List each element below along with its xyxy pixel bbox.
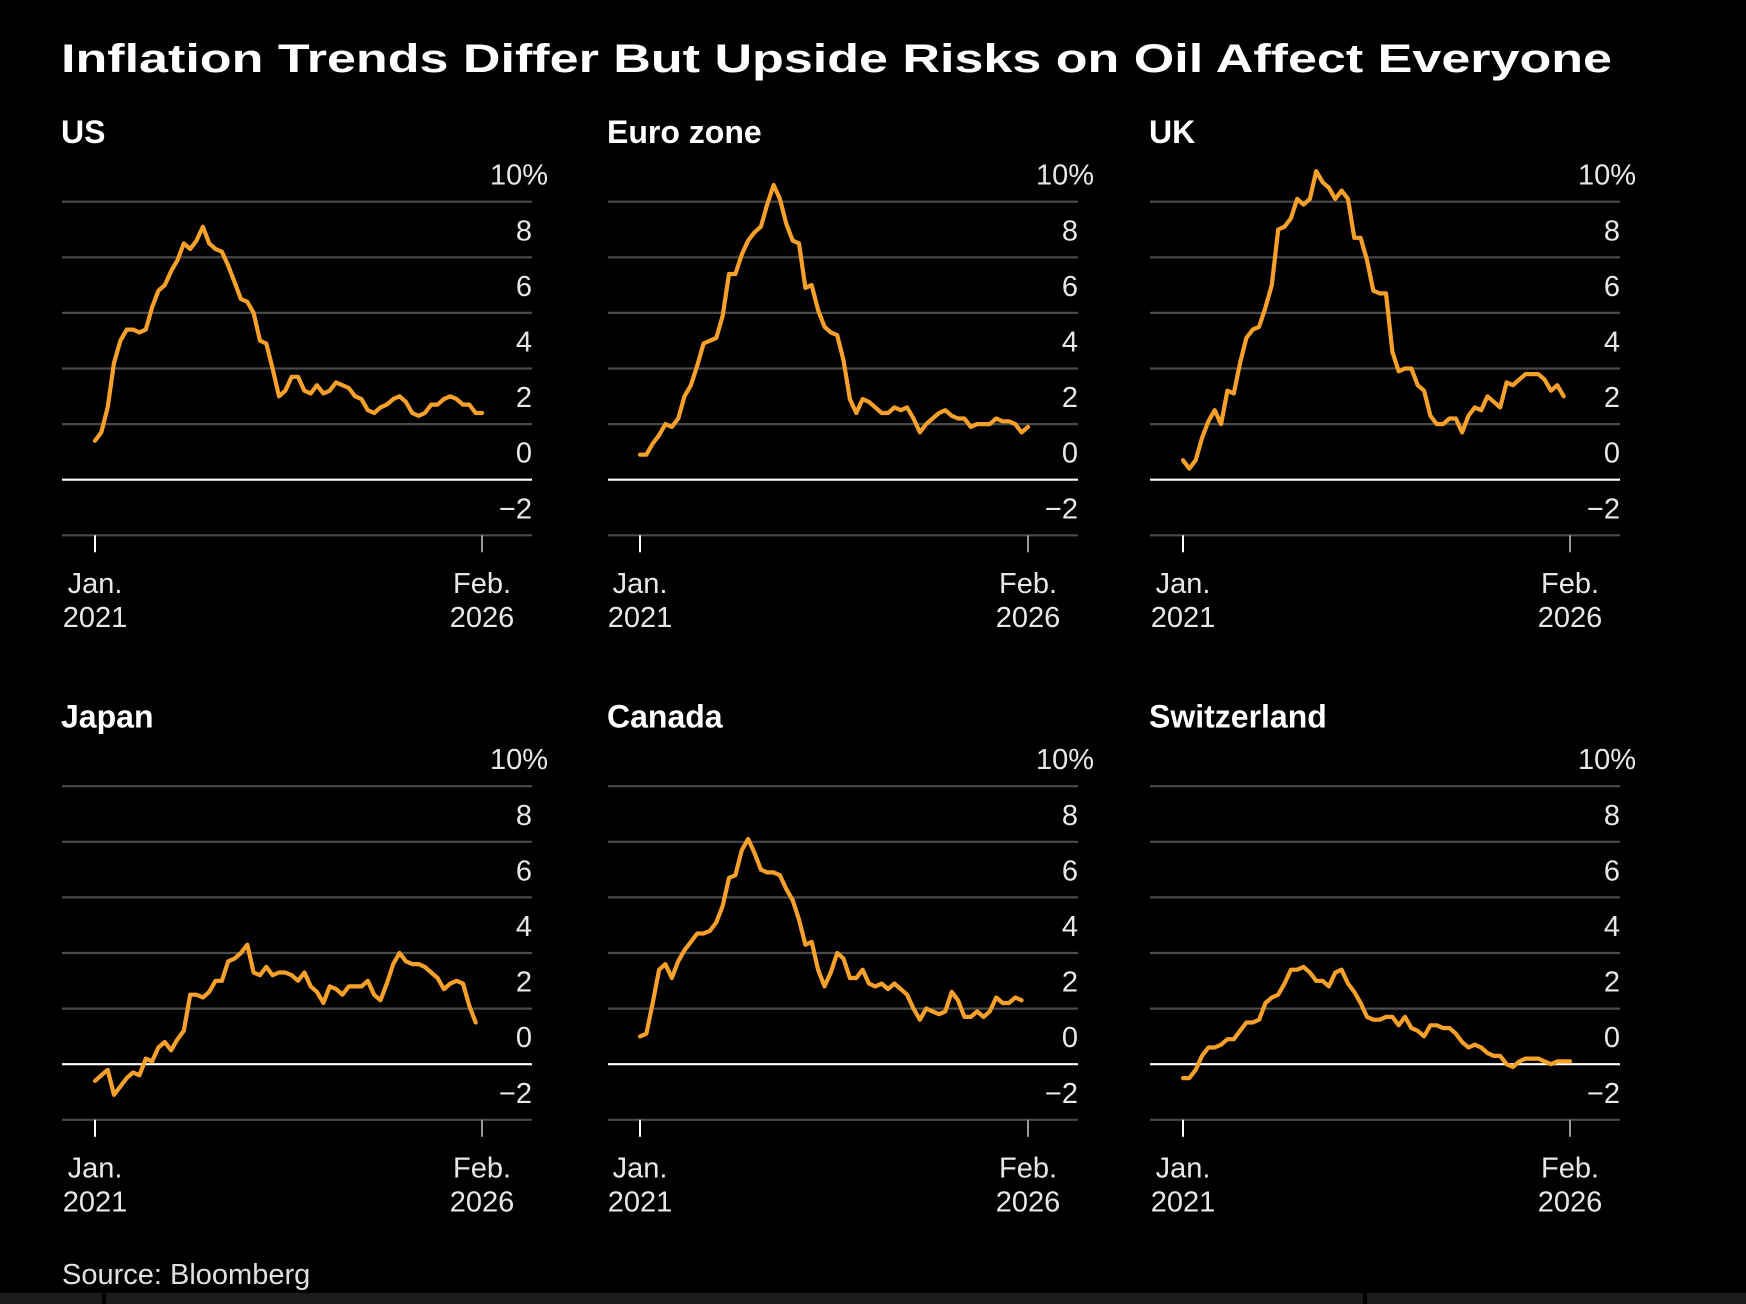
- series-line: [92, 224, 485, 443]
- y-tick-label: 10%: [1036, 744, 1094, 776]
- x-tick-label: Feb.: [453, 568, 511, 600]
- y-tick-label: 0: [1604, 1022, 1620, 1054]
- x-tick-label: Feb.: [999, 568, 1057, 600]
- y-tick-label: 10%: [1036, 160, 1094, 192]
- series-line: [637, 836, 1024, 1039]
- source-note: Source: Bloomberg: [62, 1259, 310, 1291]
- x-tick-label: Feb.: [1541, 568, 1599, 600]
- x-tick-label: 2021: [608, 1186, 673, 1218]
- x-tick-label: 2026: [1538, 1186, 1603, 1218]
- y-tick-label: 8: [516, 800, 532, 832]
- x-tick-label: 2026: [1538, 602, 1603, 634]
- y-tick-label: 2: [1062, 967, 1078, 999]
- panel-canada: Canada 10% 8 6 4 2 0 −2 Jan.2021 Feb.2026: [607, 699, 1094, 1219]
- y-tick-label: 4: [1604, 911, 1620, 943]
- series-line: [1180, 169, 1566, 471]
- y-tick-label: 4: [1062, 327, 1078, 359]
- panel-title: UK: [1149, 114, 1195, 150]
- y-tick-label: 2: [1604, 382, 1620, 414]
- panel-switzerland: Switzerland 10% 8 6 4 2 0 −2 Jan.2021 Feb.2026: [1149, 699, 1636, 1219]
- x-tick-label: 2026: [996, 1186, 1061, 1218]
- x-tick-label: Jan.: [613, 1152, 668, 1184]
- series-line: [637, 182, 1031, 457]
- y-tick-label: −2: [1045, 493, 1078, 525]
- x-tick-label: 2021: [63, 1186, 128, 1218]
- y-tick-label: 8: [1062, 800, 1078, 832]
- panel-title: Japan: [61, 699, 153, 735]
- y-tick-label: 0: [1604, 438, 1620, 470]
- y-tick-label: −2: [1587, 493, 1620, 525]
- x-tick-label: 2026: [450, 1186, 515, 1218]
- panel-us: US 10% 8 6 4 2 0 −2 Jan.2021 Feb.2026: [61, 114, 548, 634]
- y-tick-label: 6: [1604, 271, 1620, 303]
- y-tick-label: 2: [516, 382, 532, 414]
- y-tick-label: 6: [1062, 855, 1078, 887]
- y-tick-label: 8: [516, 215, 532, 247]
- y-tick-label: 10%: [1578, 160, 1636, 192]
- x-tick-label: Feb.: [1541, 1152, 1599, 1184]
- panel-title: US: [61, 114, 105, 150]
- y-tick-label: 6: [516, 855, 532, 887]
- y-tick-label: −2: [499, 493, 532, 525]
- x-tick-label: Jan.: [68, 568, 123, 600]
- y-tick-label: 6: [1062, 271, 1078, 303]
- bottom-bar-separator: [102, 1293, 106, 1304]
- x-tick-label: 2026: [996, 602, 1061, 634]
- y-tick-label: 10%: [490, 160, 548, 192]
- x-tick-label: 2021: [63, 602, 128, 634]
- y-tick-label: 2: [1062, 382, 1078, 414]
- y-tick-label: −2: [1045, 1078, 1078, 1110]
- y-tick-label: −2: [499, 1078, 532, 1110]
- x-tick-label: Jan.: [613, 568, 668, 600]
- bottom-bar-separator: [1363, 1293, 1367, 1304]
- y-tick-label: 0: [1062, 1022, 1078, 1054]
- y-tick-label: 4: [1604, 327, 1620, 359]
- y-tick-label: 4: [1062, 911, 1078, 943]
- panel-title: Canada: [607, 699, 723, 735]
- x-tick-label: Feb.: [453, 1152, 511, 1184]
- panel-title: Euro zone: [607, 114, 762, 150]
- y-tick-label: 8: [1062, 215, 1078, 247]
- y-tick-label: 4: [516, 327, 532, 359]
- y-tick-label: 0: [516, 438, 532, 470]
- x-tick-label: 2021: [1151, 1186, 1216, 1218]
- y-tick-label: 6: [516, 271, 532, 303]
- y-tick-label: 10%: [490, 744, 548, 776]
- bottom-bar: [0, 1293, 1746, 1304]
- figure-title: Inflation Trends Differ But Upside Risks…: [61, 37, 1612, 81]
- panel-title: Switzerland: [1149, 699, 1327, 735]
- x-tick-label: 2021: [1151, 602, 1216, 634]
- series-line: [1180, 964, 1573, 1081]
- y-tick-label: 0: [1062, 438, 1078, 470]
- panel-uk: UK 10% 8 6 4 2 0 −2 Jan.2021 Feb.2026: [1149, 114, 1636, 634]
- x-tick-label: Feb.: [999, 1152, 1057, 1184]
- x-tick-label: Jan.: [1156, 1152, 1211, 1184]
- y-tick-label: 6: [1604, 855, 1620, 887]
- x-tick-label: Jan.: [1156, 568, 1211, 600]
- y-tick-label: −2: [1587, 1078, 1620, 1110]
- y-tick-label: 8: [1604, 800, 1620, 832]
- y-tick-label: 10%: [1578, 744, 1636, 776]
- x-tick-label: Jan.: [68, 1152, 123, 1184]
- y-tick-label: 2: [516, 967, 532, 999]
- x-tick-label: 2026: [450, 602, 515, 634]
- y-tick-label: 2: [1604, 967, 1620, 999]
- x-tick-label: 2021: [608, 602, 673, 634]
- y-tick-label: 0: [516, 1022, 532, 1054]
- y-tick-label: 4: [516, 911, 532, 943]
- panel-euro-zone: Euro zone 10% 8 6 4 2 0 −2 Jan.2021 Feb.2026: [607, 114, 1094, 634]
- y-tick-label: 8: [1604, 215, 1620, 247]
- series-line: [92, 942, 478, 1097]
- panel-japan: Japan 10% 8 6 4 2 0 −2 Jan.2021 Feb.2026: [61, 699, 548, 1219]
